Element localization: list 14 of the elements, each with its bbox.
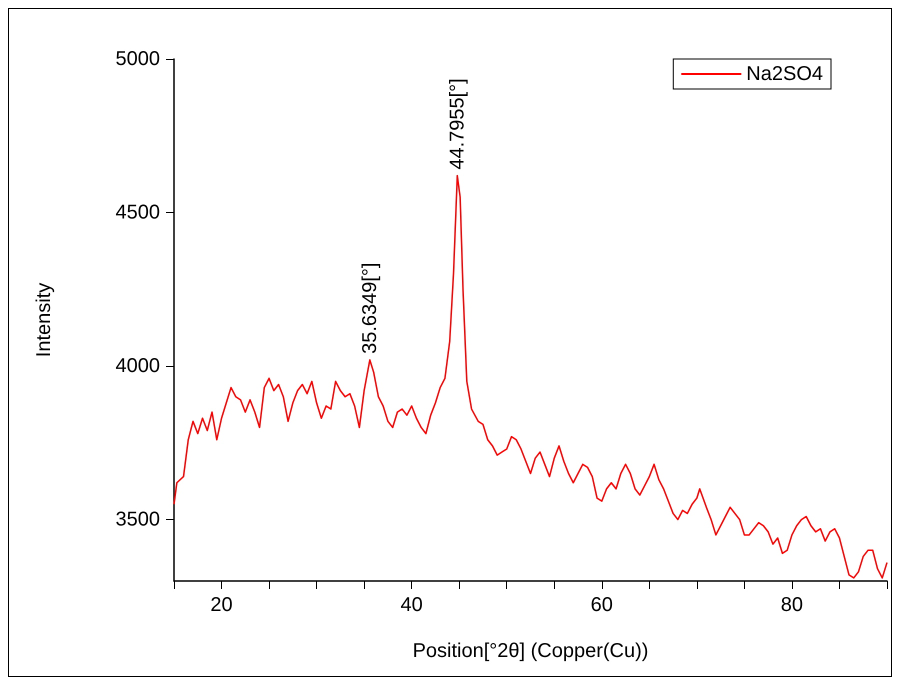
y-tick-label: 4000 [116,355,160,378]
x-tick-label: 80 [780,594,804,616]
y-tick-label: 5000 [116,48,160,70]
y-tick-label: 3500 [116,508,160,531]
x-tick-label: 60 [590,594,613,616]
legend-label: Na2SO4 [746,63,824,85]
y-tick-label: 4500 [116,202,160,224]
annotation: 44.7955[°] [446,78,468,170]
x-tick-label: 20 [210,594,233,616]
line-series [173,174,888,579]
y-axis-title: Intensity [33,282,55,358]
annotation: 35.6349[°] [359,262,382,354]
x-tick-label: 40 [400,594,423,616]
x-axis-title: Position[°2θ] (Copper(Cu)) [412,640,648,662]
